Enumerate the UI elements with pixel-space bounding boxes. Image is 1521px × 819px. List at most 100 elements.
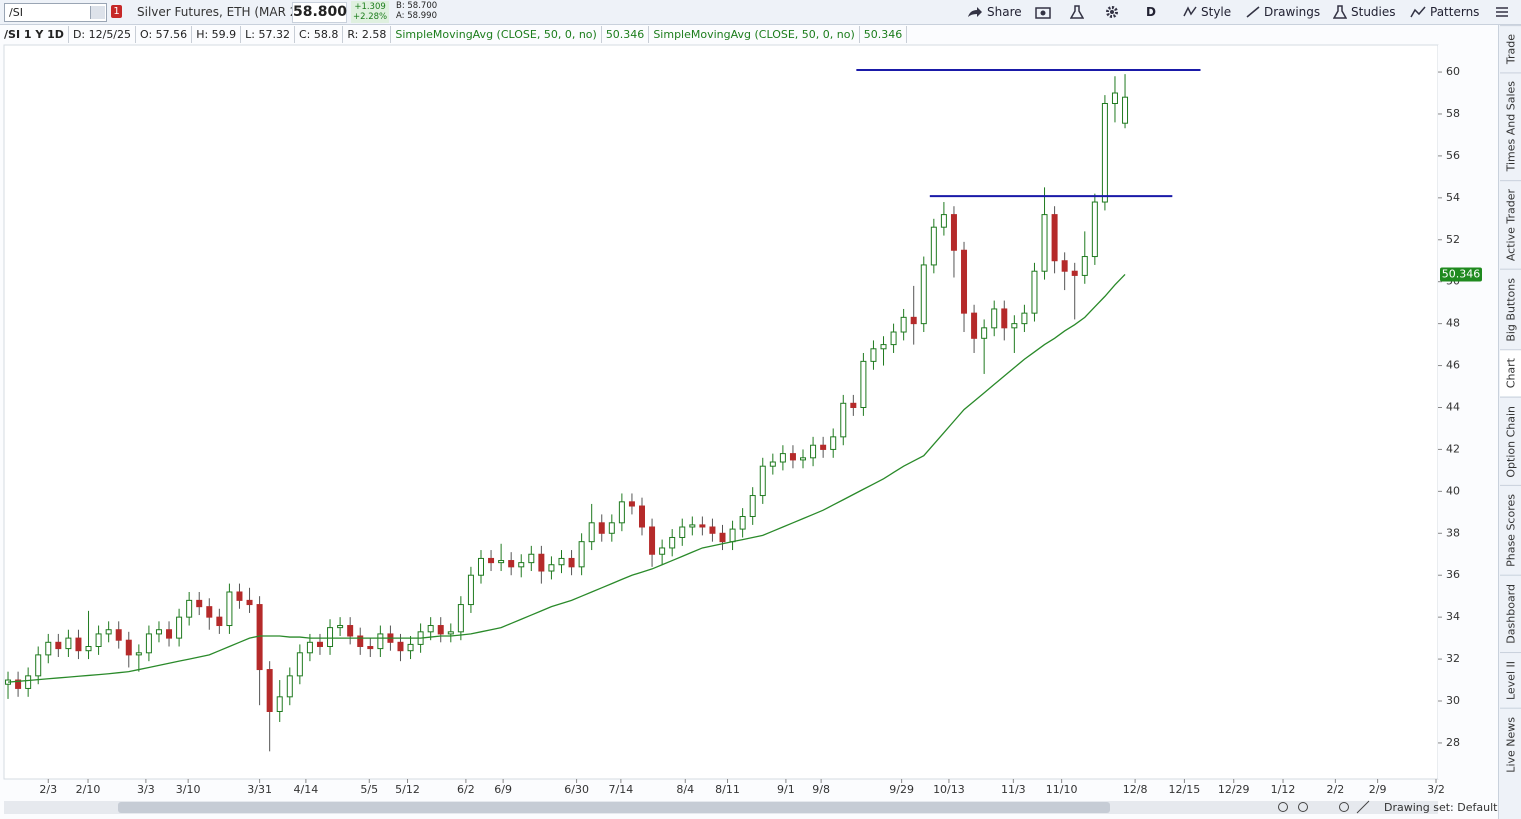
period-label[interactable]: D: [1146, 5, 1156, 19]
bid-ask: B: 58.700 A: 58.990: [396, 1, 437, 21]
y-tick-label: 32: [1446, 652, 1460, 665]
sma-price-tag: [1440, 267, 1482, 282]
x-tick-label: 3/3: [137, 783, 155, 796]
patterns-icon: [1410, 6, 1426, 18]
menu-button[interactable]: [1496, 3, 1508, 21]
candle-body: [709, 526, 716, 534]
studies-button[interactable]: Studies: [1333, 3, 1396, 21]
candle-body: [769, 461, 776, 467]
candle-body: [840, 402, 847, 438]
share-label[interactable]: Share: [987, 5, 1022, 19]
sidebar-tab[interactable]: Option Chain: [1499, 396, 1521, 486]
alert-badge[interactable]: 1: [111, 5, 122, 18]
candle-body: [1091, 201, 1098, 258]
candle-body: [900, 316, 907, 333]
candle-body: [729, 528, 736, 543]
candle-body: [850, 402, 857, 408]
drawings-button[interactable]: Drawings: [1246, 3, 1320, 21]
drawing-set[interactable]: Drawing set: Default: [1384, 801, 1498, 814]
sidebar-tab[interactable]: Big Buttons: [1499, 268, 1521, 350]
toolbar: /SI 1 Silver Futures, ETH (MAR 26) 58.80…: [0, 0, 1521, 25]
studies-label[interactable]: Studies: [1351, 5, 1396, 19]
candle-body: [477, 557, 484, 576]
candle-body: [498, 560, 505, 564]
style-icon: [1183, 6, 1197, 17]
studies-icon: [1333, 5, 1347, 19]
candle-body: [759, 465, 766, 497]
info-item: O: 57.56: [136, 26, 193, 43]
study-value: 50.346: [602, 26, 650, 43]
candle-body: [457, 604, 464, 633]
share-icon: [968, 7, 982, 17]
candle-body: [236, 591, 243, 601]
symbol[interactable]: /SI: [9, 6, 23, 19]
candle-body: [910, 316, 917, 325]
candle-body: [961, 249, 968, 314]
drawings-label[interactable]: Drawings: [1264, 5, 1321, 19]
style-label[interactable]: Style: [1201, 5, 1232, 19]
price-axis: [1438, 45, 1498, 779]
candle-body: [1061, 260, 1068, 272]
candle-body: [558, 557, 565, 566]
candle-body: [186, 599, 193, 618]
y-tick-label: 52: [1446, 233, 1460, 246]
zoom-in[interactable]: [1298, 802, 1308, 812]
candle-body: [830, 436, 837, 450]
symbol-dropdown[interactable]: [90, 6, 105, 19]
x-tick-label: 3/10: [176, 783, 201, 796]
zoom-out[interactable]: [1278, 802, 1288, 812]
x-tick-label: 2/9: [1369, 783, 1387, 796]
x-tick-label: 9/8: [812, 783, 830, 796]
candle-body: [347, 625, 354, 637]
candle-body: [407, 643, 414, 652]
candle-body: [447, 631, 454, 635]
sidebar-tab[interactable]: Level II: [1499, 651, 1521, 708]
x-tick-label: 6/9: [494, 783, 512, 796]
style-button[interactable]: Style: [1183, 3, 1231, 21]
sidebar-tab[interactable]: Trade: [1499, 25, 1521, 73]
sidebar-tab[interactable]: Live News: [1499, 707, 1521, 781]
sidebar-tab[interactable]: Phase Scores: [1499, 485, 1521, 576]
candle-body: [1101, 102, 1108, 203]
period-button[interactable]: D: [1146, 3, 1156, 21]
settings-button[interactable]: [1105, 3, 1119, 21]
candle-body: [226, 591, 233, 627]
candle-body: [810, 444, 817, 459]
candle-body: [649, 526, 656, 555]
scroll-icons[interactable]: [1278, 800, 1370, 814]
x-tick-label: 12/29: [1218, 783, 1250, 796]
study-name[interactable]: SimpleMovingAvg (CLOSE, 50, 0, no): [649, 26, 860, 43]
candle-body: [860, 360, 867, 408]
y-tick-label: 28: [1446, 736, 1460, 749]
patterns-label[interactable]: Patterns: [1430, 5, 1480, 19]
sidebar-tab[interactable]: Active Trader: [1499, 179, 1521, 269]
candle-body: [1011, 323, 1018, 329]
candle-body: [890, 331, 897, 346]
draw-tool[interactable]: [1356, 800, 1370, 814]
x-tick-label: 2/2: [1327, 783, 1345, 796]
patterns-button[interactable]: Patterns: [1410, 3, 1479, 21]
candle-body: [1071, 270, 1078, 276]
share-button[interactable]: Share: [967, 3, 1022, 21]
candle-body: [1001, 308, 1008, 329]
symbol-box[interactable]: /SI: [4, 3, 107, 22]
y-tick-label: 34: [1446, 610, 1460, 623]
info-item: D: 12/5/25: [69, 26, 137, 43]
sidebar-tab[interactable]: Dashboard: [1499, 575, 1521, 652]
sidebar-tab[interactable]: Times And Sales: [1499, 72, 1521, 180]
sidebar-tab[interactable]: Chart: [1499, 349, 1521, 397]
change-pct: +2.28%: [353, 12, 388, 22]
scrollbar-thumb[interactable]: [118, 802, 1110, 813]
snapshot-icon: [1035, 6, 1051, 19]
flask-button[interactable]: [1070, 3, 1084, 21]
drawings-icon: [1246, 6, 1260, 18]
y-tick-label: 36: [1446, 568, 1460, 581]
x-tick-label: 7/14: [609, 783, 634, 796]
candle-body: [155, 629, 162, 635]
candle-body: [1051, 214, 1058, 262]
candle-body: [65, 637, 72, 650]
y-tick-label: 44: [1446, 400, 1460, 413]
crosshair[interactable]: [1339, 802, 1349, 812]
study-name[interactable]: SimpleMovingAvg (CLOSE, 50, 0, no): [391, 26, 602, 43]
snapshot-button[interactable]: [1035, 3, 1051, 21]
